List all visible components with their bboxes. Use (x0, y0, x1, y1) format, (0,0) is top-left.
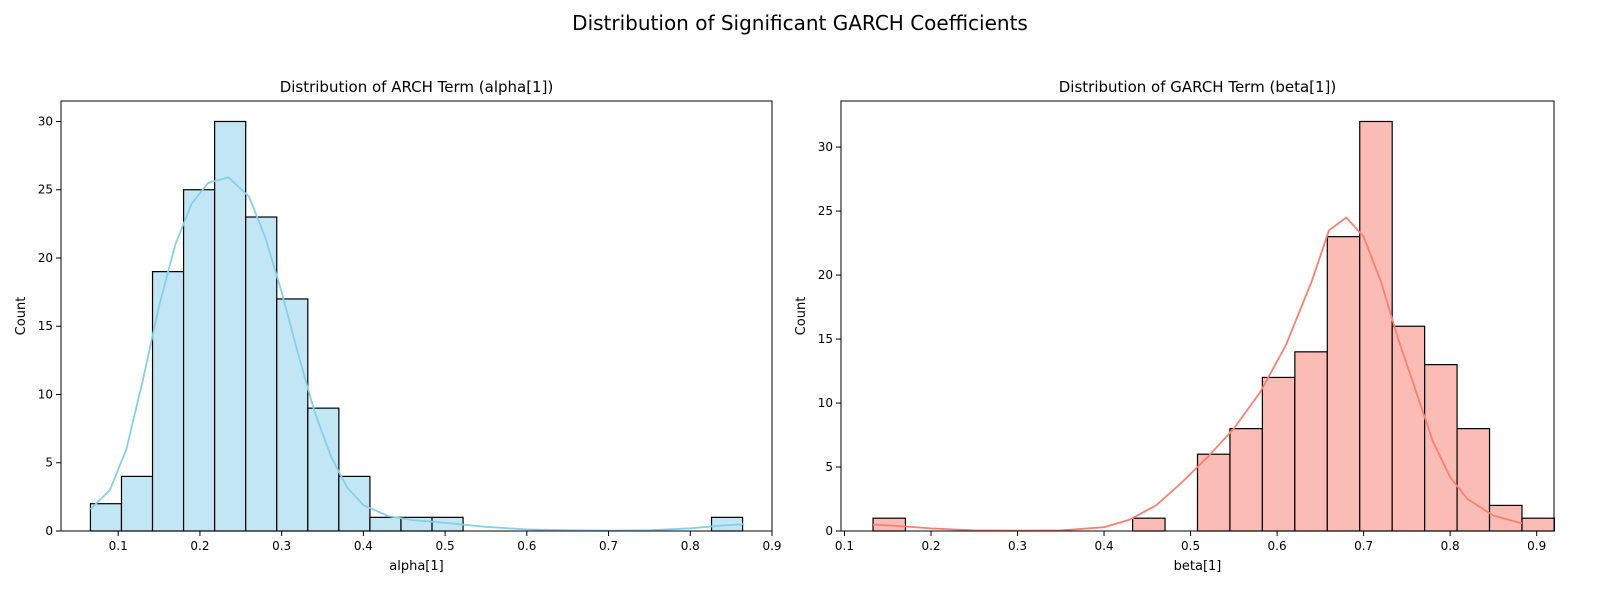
beta-ytick-label-3: 15 (818, 332, 833, 346)
beta-bar-14 (1326, 236, 1361, 532)
alpha-bar-8 (338, 475, 371, 532)
beta-bar-17 (1424, 364, 1458, 532)
beta-ytick-label-1: 5 (825, 460, 833, 474)
alpha-bar-0 (89, 503, 123, 532)
alpha-xtick-label-1: 0.2 (190, 539, 209, 553)
beta-xtick-label-2: 0.3 (1008, 539, 1027, 553)
alpha-ytick-label-5: 25 (38, 183, 53, 197)
beta-xtick-label-0: 0.1 (835, 539, 854, 553)
alpha-axes-frame (60, 100, 773, 532)
alpha-xtick-label-2: 0.3 (272, 539, 291, 553)
alpha-xtick-label-7: 0.8 (681, 539, 700, 553)
alpha-xtick-label-5: 0.6 (517, 539, 536, 553)
beta-xtick-label-4: 0.5 (1181, 539, 1200, 553)
alpha-subplot-title: Distribution of ARCH Term (alpha[1]) (280, 78, 554, 96)
alpha-ytick-label-2: 10 (38, 387, 53, 401)
beta-bar-16 (1391, 325, 1426, 532)
alpha-xtick-label-4: 0.5 (436, 539, 455, 553)
beta-ytick-label-6: 30 (818, 140, 833, 154)
alpha-bar-9 (369, 516, 402, 532)
beta-bar-10 (1196, 453, 1231, 532)
alpha-xtick-label-3: 0.4 (354, 539, 373, 553)
beta-xtick-label-5: 0.6 (1268, 539, 1287, 553)
beta-bar-20 (1521, 517, 1556, 532)
beta-subplot-title: Distribution of GARCH Term (beta[1]) (1059, 78, 1337, 96)
alpha-x-axis-label: alpha[1] (389, 559, 443, 574)
beta-xtick-label-6: 0.7 (1354, 539, 1373, 553)
alpha-bar-4 (214, 120, 247, 532)
alpha-y-axis-label: Count (14, 297, 29, 336)
beta-bar-12 (1261, 376, 1296, 532)
beta-xtick-label-7: 0.8 (1441, 539, 1460, 553)
left-axes: 0.1 0.2 0.3 0.4 0.5 0.6 0.7 0.8 0.9 0 5 10 15 20 25 30 D… (14, 78, 782, 574)
right-axes: 0.1 0.2 0.3 0.4 0.5 0.6 0.7 0.8 0.9 0 5 10 15 20 25 30 D… (794, 78, 1556, 574)
alpha-ytick-label-1: 5 (45, 456, 53, 470)
alpha-ytick-label-6: 30 (38, 114, 53, 128)
beta-bar-15 (1359, 120, 1393, 532)
beta-bar-18 (1456, 428, 1491, 532)
figure-title: Distribution of Significant GARCH Coeffi… (572, 11, 1028, 35)
alpha-bar-6 (276, 298, 309, 532)
alpha-bar-3 (182, 189, 216, 532)
alpha-ytick-label-4: 20 (38, 251, 53, 265)
beta-bar-11 (1229, 428, 1263, 532)
beta-y-axis-label: Count (794, 297, 809, 336)
beta-xtick-label-1: 0.2 (921, 539, 940, 553)
beta-ytick-label-5: 25 (818, 204, 833, 218)
alpha-xtick-label-6: 0.7 (599, 539, 618, 553)
alpha-bar-7 (307, 407, 340, 532)
beta-ytick-label-4: 20 (818, 268, 833, 282)
beta-axes-frame (840, 100, 1555, 532)
alpha-bar-5 (245, 216, 278, 532)
alpha-ytick-label-3: 15 (38, 319, 53, 333)
alpha-xtick-label-8: 0.9 (762, 539, 781, 553)
alpha-xtick-label-0: 0.1 (109, 539, 128, 553)
beta-ytick-label-0: 0 (825, 524, 833, 538)
alpha-bar-1 (120, 475, 154, 532)
alpha-ytick-label-0: 0 (45, 524, 53, 538)
beta-xtick-label-8: 0.9 (1527, 539, 1546, 553)
beta-ytick-label-2: 10 (818, 396, 833, 410)
beta-bar-13 (1294, 351, 1328, 532)
beta-xtick-label-3: 0.4 (1095, 539, 1114, 553)
beta-bar-8 (1132, 517, 1166, 532)
beta-x-axis-label: beta[1] (1174, 559, 1222, 574)
